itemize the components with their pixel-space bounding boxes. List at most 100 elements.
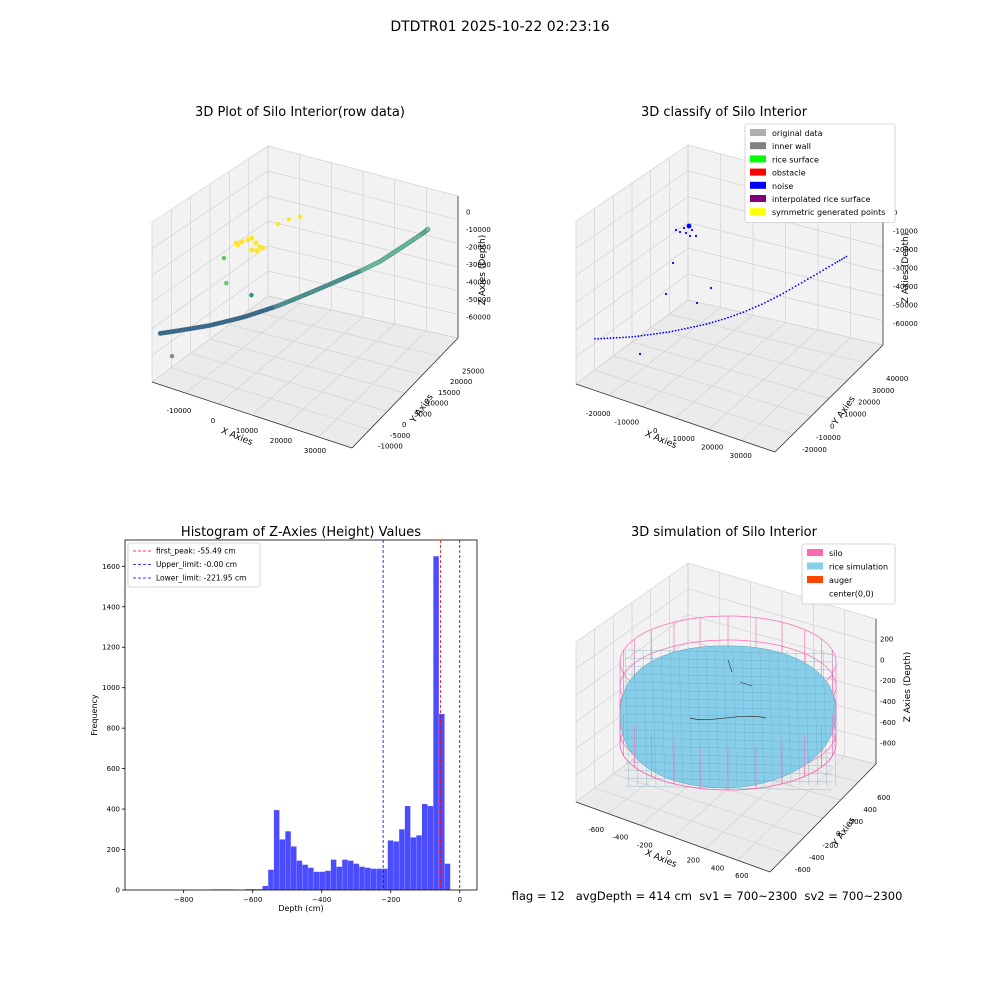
- x-axis-line: [151, 381, 353, 449]
- noise-point: [699, 324, 702, 327]
- y-tick-label: 10000: [844, 411, 866, 419]
- x-tick-label: 30000: [304, 447, 326, 455]
- noise-point: [705, 323, 708, 325]
- noise-point: [634, 335, 637, 338]
- y-axis-line: [769, 763, 877, 873]
- histogram-frame: [124, 539, 478, 891]
- noise-point: [603, 337, 606, 340]
- histogram-bar: [279, 839, 286, 890]
- legend-swatch: [750, 181, 766, 189]
- center-marker: [727, 659, 753, 687]
- histogram-bar: [387, 840, 394, 890]
- y-tick-label: -200: [822, 842, 838, 850]
- legend-label: obstacle: [772, 169, 806, 178]
- noise-point: [637, 335, 640, 337]
- noise-point: [785, 290, 788, 293]
- z-tick-label: -60000: [466, 313, 491, 321]
- noise-point: [662, 331, 665, 334]
- noise-point: [690, 228, 694, 232]
- y-tick-label: 15000: [438, 389, 460, 397]
- noise-point: [831, 263, 834, 266]
- rice-mesh-line: [705, 649, 711, 787]
- rice-mesh-line: [750, 649, 756, 787]
- noise-point: [776, 295, 779, 298]
- rice-mesh-line: [660, 649, 666, 787]
- histogram-bar: [359, 866, 365, 890]
- y-tick-label: 0: [116, 887, 120, 895]
- noise-point: [711, 321, 714, 324]
- y-tick-label: -10000: [378, 443, 403, 451]
- rice-mesh-line: [768, 649, 774, 787]
- histogram-bar: [313, 871, 320, 890]
- noise-point: [727, 316, 729, 319]
- noise-point: [751, 307, 754, 310]
- grid-line: [267, 295, 459, 339]
- noise-point: [845, 255, 848, 258]
- noise-point: [708, 322, 711, 325]
- legend-label: auger: [829, 576, 853, 585]
- data-point: [275, 221, 280, 227]
- noise-point: [748, 308, 751, 311]
- z-tick-label: -600: [880, 719, 896, 727]
- noise-point: [779, 294, 782, 296]
- y-tick-label: 40000: [886, 375, 908, 383]
- legend-label: rice simulation: [829, 563, 888, 572]
- histogram-legend: first_peak: -55.49 cm Upper_limit: -0.00 …: [127, 542, 261, 588]
- x-tick-label: 0: [458, 896, 462, 904]
- noise-point: [841, 258, 843, 261]
- rice-mesh-line: [624, 681, 833, 687]
- noise-point: [816, 272, 818, 275]
- z-tick-label: -60000: [893, 320, 918, 328]
- histogram-bar: [404, 806, 411, 890]
- y-tick-label: 5000: [414, 410, 432, 418]
- noise-point: [838, 259, 841, 262]
- histogram-vlines: [382, 540, 461, 890]
- histogram-ylabel: Frequency: [90, 694, 99, 736]
- noise-point: [687, 327, 689, 329]
- histogram-bar: [251, 889, 257, 890]
- data-point: [249, 292, 254, 298]
- panel-classify-x-ticks: -20000-10000 0 10000 20000 30000: [586, 410, 752, 460]
- noise-point: [690, 326, 692, 329]
- rice-mesh-line: [624, 705, 833, 711]
- data-point: [239, 239, 245, 245]
- rice-mesh-line: [624, 737, 833, 743]
- noise-point: [678, 230, 682, 234]
- noise-point: [834, 262, 837, 264]
- silo-base-arc: [619, 743, 837, 791]
- histogram-bar: [290, 846, 297, 890]
- y-tick-label: 20000: [858, 399, 880, 407]
- rice-mesh-line: [624, 729, 833, 735]
- histogram-bar: [211, 889, 217, 890]
- y-tick-label: 600: [107, 765, 120, 773]
- rice-mesh-line: [678, 649, 684, 787]
- noise-point: [730, 315, 732, 318]
- rice-mesh-line: [804, 649, 810, 787]
- panel-simulation-legend: silo rice simulation auger center(0,0): [801, 543, 896, 605]
- histogram-x-ticks: −800 −600 −400 −200 0: [174, 890, 462, 904]
- z-tick-label: -400: [880, 698, 896, 706]
- panel-classify-legend: original data inner wall rice surface obsta…: [744, 123, 896, 223]
- z-tick-label: -30000: [893, 265, 918, 273]
- noise-point: [664, 292, 668, 296]
- histogram-bar: [330, 859, 337, 890]
- floor-pane: [576, 300, 883, 452]
- legend-label: Upper_limit: -0.00 cm: [156, 560, 237, 569]
- noise-point: [770, 298, 772, 301]
- noise-point: [797, 283, 800, 286]
- noise-point: [646, 333, 649, 336]
- z-tick-label: 0: [880, 656, 884, 664]
- x-tick-label: -10000: [167, 407, 192, 415]
- histogram-bars: [211, 556, 451, 890]
- noise-point: [695, 301, 699, 305]
- x-tick-label: 0: [667, 849, 671, 857]
- noise-point: [742, 311, 745, 314]
- legend-label: symmetric generated points: [772, 208, 885, 217]
- histogram-bar: [216, 889, 223, 890]
- noise-point: [702, 323, 705, 326]
- noise-point: [671, 330, 674, 333]
- data-point: [224, 280, 229, 286]
- noise-point: [615, 336, 618, 339]
- grid-line: [737, 756, 845, 861]
- surface-contour: [689, 715, 767, 721]
